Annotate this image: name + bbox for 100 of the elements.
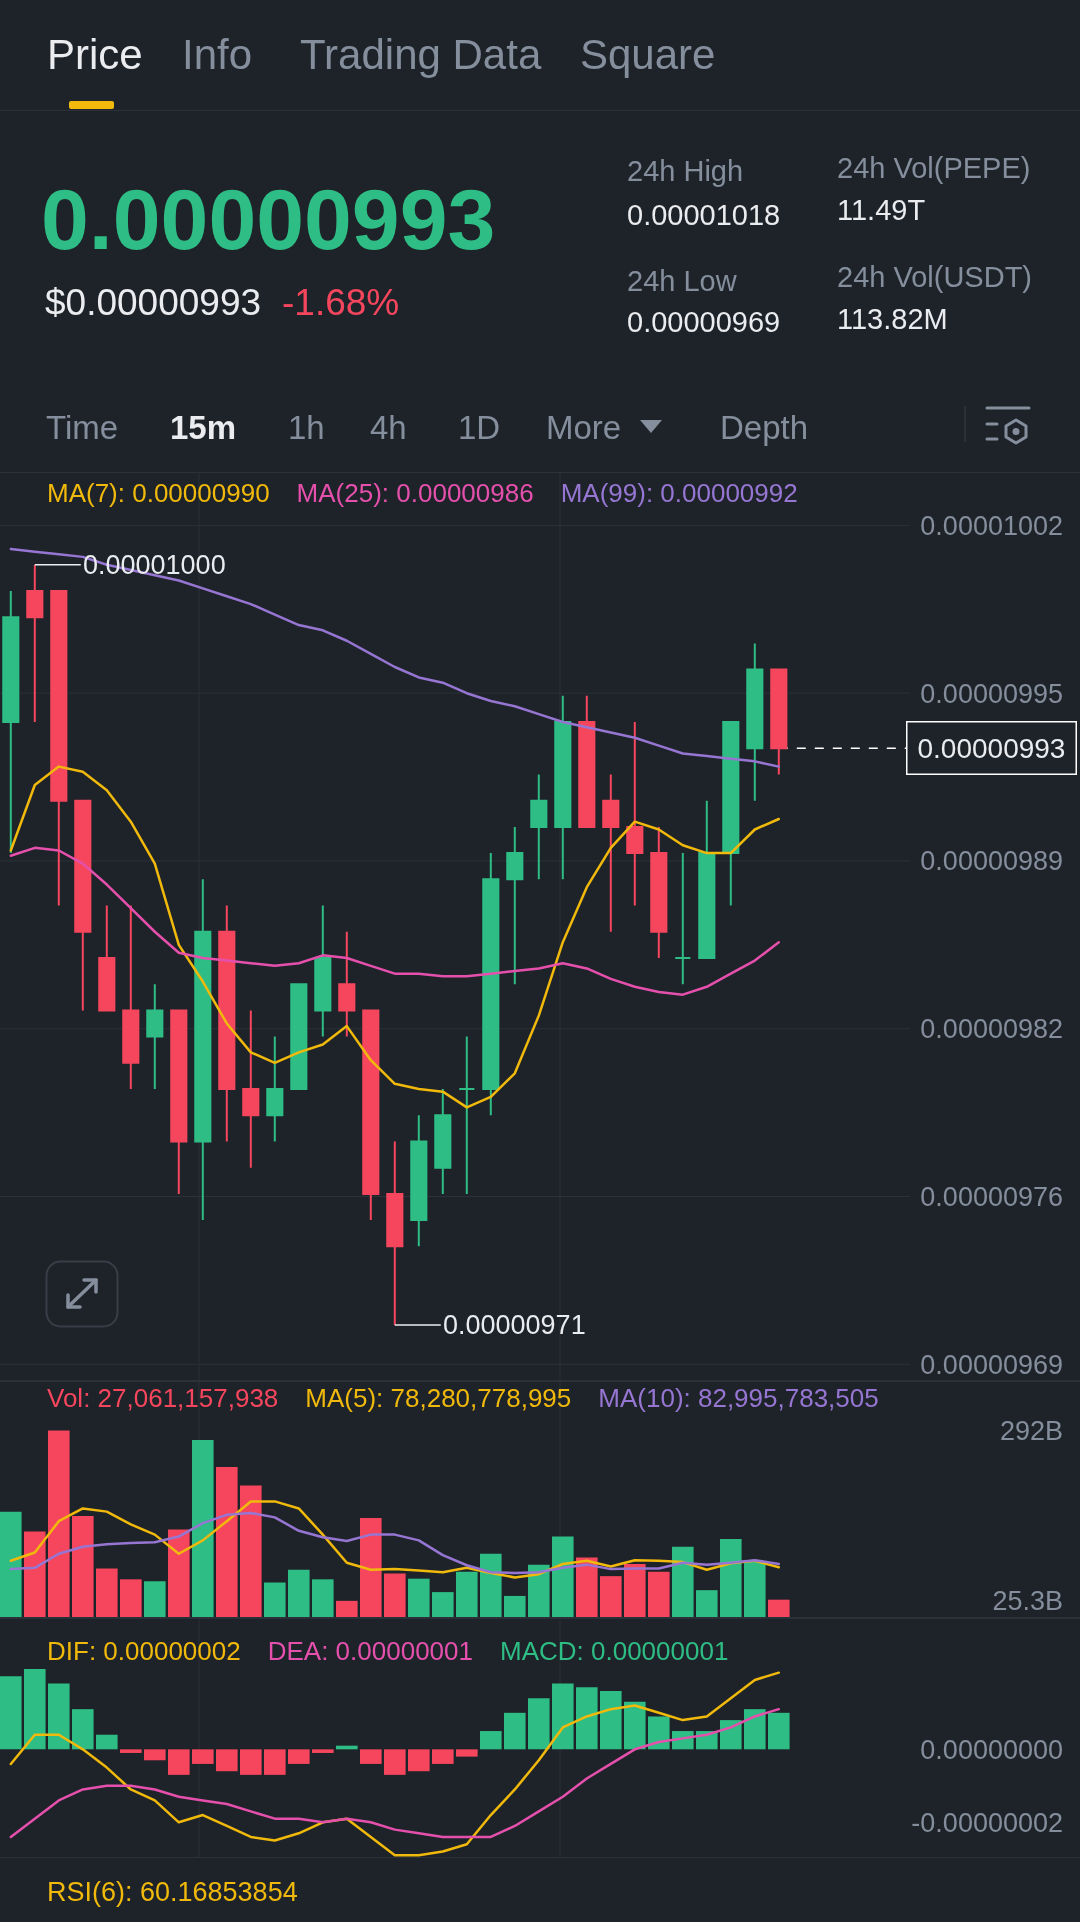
bar xyxy=(48,1683,70,1750)
bar xyxy=(768,1712,790,1750)
bar xyxy=(456,1749,478,1757)
text: Info xyxy=(182,31,253,78)
candlestick xyxy=(410,1114,428,1248)
text: DIF: 0.00000002 xyxy=(47,1636,241,1666)
text: MA(10): 82,995,783,505 xyxy=(598,1383,879,1413)
line-series xyxy=(9,765,781,1109)
candlestick xyxy=(674,852,692,986)
text: Square xyxy=(580,31,716,78)
text: DEA: 0.00000001 xyxy=(267,1636,473,1666)
y-tick-label: 0.00000995 xyxy=(920,678,1063,709)
candlestick xyxy=(386,1140,404,1326)
text: Depth xyxy=(720,408,809,446)
text: RSI(6): 60.16853854 xyxy=(47,1876,298,1907)
text: 1D xyxy=(458,408,501,446)
bar xyxy=(144,1749,166,1761)
y-tick-label: 292B xyxy=(999,1415,1063,1446)
bar xyxy=(120,1749,142,1753)
y-tick-label: 0.00000976 xyxy=(920,1181,1063,1212)
text: 24h Low xyxy=(627,264,737,297)
bar xyxy=(696,1590,718,1617)
candlestick xyxy=(98,904,116,1012)
bar xyxy=(576,1687,598,1750)
candlestick xyxy=(626,721,644,907)
y-tick-label: 0.00001002 xyxy=(920,510,1063,541)
candlestick xyxy=(2,589,20,855)
candlestick xyxy=(434,1088,452,1195)
text: MA(5): 78,280,778,995 xyxy=(305,1383,572,1413)
text: MA(99): 0.00000992 xyxy=(560,478,798,508)
candlestick xyxy=(530,773,548,881)
y-tick-label: 0.00000969 xyxy=(920,1349,1063,1380)
bar xyxy=(168,1529,190,1617)
candlestick xyxy=(602,773,620,933)
bar xyxy=(360,1749,382,1764)
bar xyxy=(672,1546,694,1617)
candlestick xyxy=(698,799,716,959)
bar xyxy=(624,1701,646,1750)
text: 11.49T xyxy=(837,193,926,226)
text: 0.00001018 xyxy=(627,198,781,231)
bar xyxy=(192,1749,214,1764)
candlestick xyxy=(146,983,164,1091)
text: 0.00000993 xyxy=(41,171,496,267)
bar xyxy=(600,1576,622,1617)
candlestick xyxy=(122,904,140,1091)
line-series xyxy=(9,1671,781,1857)
text: MA(25): 0.00000986 xyxy=(296,478,534,508)
text: Price xyxy=(47,31,143,78)
bar xyxy=(312,1749,334,1753)
text: $0.00000993 xyxy=(45,281,262,323)
line-series xyxy=(9,547,781,768)
bar xyxy=(216,1466,238,1617)
bar xyxy=(768,1599,790,1617)
bar xyxy=(72,1709,94,1750)
bar xyxy=(624,1564,646,1617)
bar xyxy=(264,1749,286,1775)
bar xyxy=(48,1430,70,1617)
candlestick xyxy=(266,1035,284,1143)
bar xyxy=(0,1511,22,1617)
candlestick xyxy=(362,1009,380,1222)
text: 113.82M xyxy=(837,302,948,335)
candlestick xyxy=(650,825,668,959)
bar xyxy=(528,1564,550,1617)
line-series xyxy=(9,1500,781,1579)
bar xyxy=(24,1669,46,1750)
bar xyxy=(720,1539,742,1617)
candlestick xyxy=(554,694,572,881)
bar xyxy=(264,1582,286,1617)
bar xyxy=(192,1440,214,1617)
candlestick xyxy=(506,825,524,986)
text: 24h High xyxy=(627,154,744,187)
y-tick-label: 0.00000982 xyxy=(920,1014,1063,1045)
bar xyxy=(240,1485,262,1617)
bar xyxy=(360,1518,382,1617)
series-label: Vol: 27,061,157,938 xyxy=(47,1383,279,1413)
bar xyxy=(432,1592,454,1617)
bar xyxy=(384,1573,406,1617)
text: MA(7): 0.00000990 xyxy=(47,478,270,508)
text: -1.68% xyxy=(282,281,400,323)
line-series xyxy=(9,846,781,996)
bar xyxy=(120,1579,142,1617)
candlestick xyxy=(50,589,68,907)
bar xyxy=(96,1568,118,1617)
bar xyxy=(576,1557,598,1617)
candlestick xyxy=(74,799,92,1012)
text: 24h Vol(PEPE) xyxy=(837,151,1031,184)
bar xyxy=(312,1579,334,1617)
text: Trading Data xyxy=(300,31,542,78)
bar xyxy=(552,1683,574,1750)
ref-line-label: 0.00000993 xyxy=(917,732,1066,764)
bar xyxy=(144,1581,166,1617)
bar xyxy=(744,1562,766,1617)
bar xyxy=(432,1749,454,1764)
candlestick xyxy=(26,563,44,724)
candlestick xyxy=(746,642,764,802)
text: 1h xyxy=(288,408,325,446)
y-tick-label: 0.00000989 xyxy=(920,846,1063,877)
bar xyxy=(24,1531,46,1617)
series-label: MACD: 0.00000001 xyxy=(499,1636,729,1666)
candlestick xyxy=(242,1009,260,1169)
